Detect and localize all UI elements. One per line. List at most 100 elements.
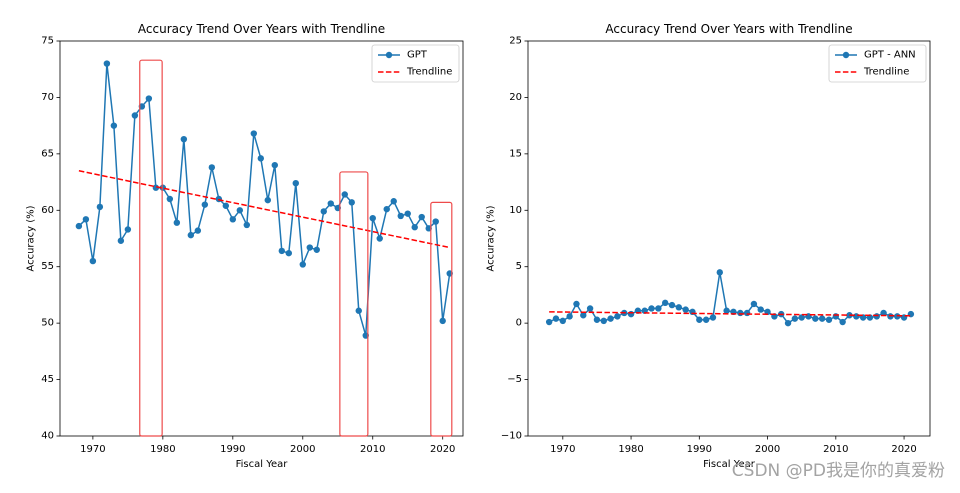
data-point [784,319,792,327]
plot-area [528,41,930,436]
data-point [716,269,723,276]
data-point [737,309,744,317]
data-point [832,313,840,320]
data-point [586,305,594,312]
data-point [313,246,320,253]
data-point [369,214,376,222]
data-point [201,201,209,208]
x-tick-label: 1990 [220,444,245,455]
x-tick-label: 2020 [430,444,455,455]
x-tick-label: 1980 [618,444,643,455]
y-tick-label: 15 [509,148,522,159]
watermark: CSDN @PD我是你的真爱粉 [731,461,945,481]
data-point [257,155,265,162]
data-point [306,244,313,251]
data-point [117,237,125,244]
chart-panel-1: Accuracy Trend Over Years with Trendline… [26,22,464,470]
data-point [552,315,560,322]
data-point [404,210,411,217]
data-point [397,212,404,220]
data-point [743,309,751,317]
y-tick-label: 60 [41,205,54,216]
x-axis-label: Fiscal Year [236,459,289,470]
data-point [187,231,195,239]
data-point [675,304,683,311]
data-point [614,313,621,320]
data-point [764,308,771,316]
data-point [348,199,355,206]
x-tick-label: 2010 [360,444,385,455]
data-point [418,213,425,221]
data-point [229,216,237,223]
y-axis-label: Accuracy (%) [26,205,37,271]
data-point [166,195,174,203]
data-point [159,184,167,191]
y-tick-label: 20 [509,92,522,103]
x-tick-label: 2000 [290,444,315,455]
data-point [264,196,271,204]
data-point [873,313,880,320]
legend: GPT Trendline [371,44,460,83]
data-point [580,312,587,319]
data-point [222,202,230,209]
data-point [145,95,153,102]
data-point [292,180,299,187]
data-point [825,316,833,323]
legend-series-label: GPT [407,50,428,61]
y-tick-label: 0 [516,318,522,329]
chart-title: Accuracy Trend Over Years with Trendline [605,22,852,36]
y-tick-label: 65 [41,148,54,159]
data-point [607,315,614,322]
data-point [96,203,104,211]
data-point [110,122,118,129]
x-tick-label: 1970 [550,444,575,455]
data-point [661,299,669,307]
data-point [566,313,573,320]
data-point [432,218,439,225]
legend-trendline-label: Trendline [406,67,452,78]
y-tick-label: 40 [41,431,54,442]
data-point [723,307,730,314]
data-point [152,184,160,191]
x-tick-label: 1990 [687,444,712,455]
data-point [593,316,601,323]
legend-series-marker [842,51,850,59]
data-point [887,313,894,320]
data-point [124,226,132,233]
data-point [600,317,607,325]
data-point [750,300,758,308]
data-point [709,314,717,321]
y-tick-label: 55 [41,261,54,272]
legend-trendline-label: Trendline [863,67,909,78]
y-tick-label: 70 [41,92,54,103]
data-point [320,208,327,215]
axes-frame [59,40,464,437]
axes-frame [527,40,931,437]
data-point [194,227,202,234]
x-tick-label: 2010 [823,444,848,455]
x-axis-label: Fiscal Year [703,459,756,470]
data-point [285,249,292,257]
x-tick-label: 2000 [755,444,780,455]
plot-area [60,41,463,436]
x-tick-label: 1980 [150,444,175,455]
y-tick-label: 5 [516,261,522,272]
data-point [82,216,90,223]
data-point [278,247,285,255]
data-point [131,112,139,119]
data-point [327,200,334,207]
y-axis-label: Accuracy (%) [486,205,497,271]
data-point [103,60,111,67]
data-point [668,301,676,309]
data-point [627,310,635,318]
data-point [376,235,383,242]
trendline [549,311,911,317]
data-point [243,221,251,229]
data-point [696,316,703,323]
data-point [75,222,83,230]
data-point [812,315,819,322]
data-point [208,164,216,171]
data-point [798,314,805,321]
data-point [89,257,97,265]
